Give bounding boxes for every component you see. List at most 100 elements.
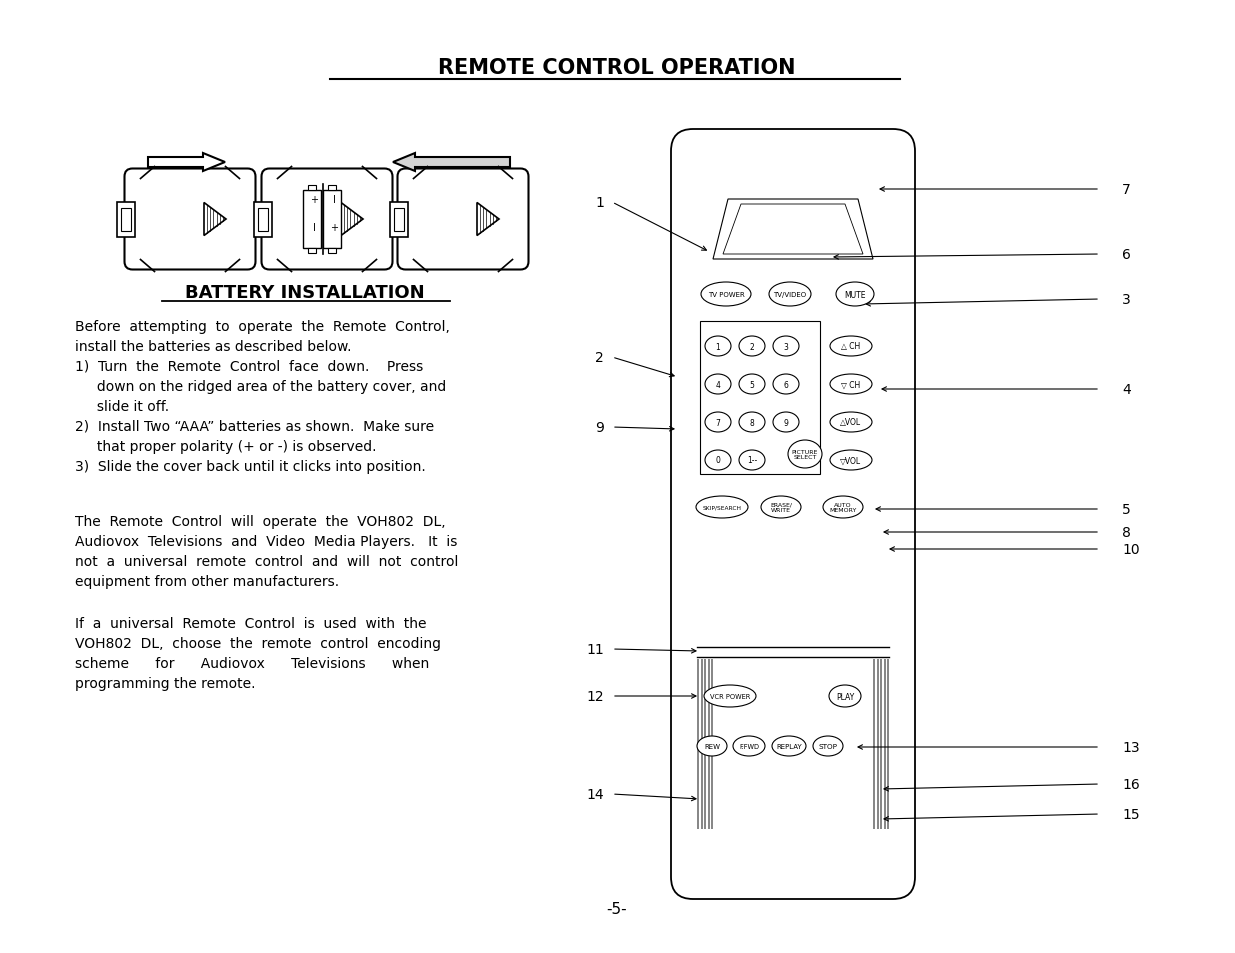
Ellipse shape: [829, 685, 861, 707]
Ellipse shape: [773, 375, 799, 395]
Polygon shape: [341, 203, 363, 236]
Text: 2: 2: [750, 342, 755, 351]
Bar: [116, 202, 135, 237]
Text: PICTURE
SELECT: PICTURE SELECT: [792, 449, 818, 460]
Text: +: +: [330, 223, 338, 233]
Text: BATTERY INSTALLATION: BATTERY INSTALLATION: [185, 284, 425, 302]
Text: 2: 2: [595, 351, 604, 365]
Bar: [324, 191, 341, 249]
Bar: [700, 322, 820, 475]
Ellipse shape: [739, 451, 764, 471]
Text: 1: 1: [595, 195, 604, 210]
Text: 9: 9: [595, 420, 604, 435]
Text: SKIP/SEARCH: SKIP/SEARCH: [703, 505, 741, 510]
Text: I: I: [332, 194, 336, 205]
Ellipse shape: [788, 440, 823, 469]
Text: 6: 6: [1123, 248, 1131, 262]
Text: 12: 12: [587, 689, 604, 703]
Ellipse shape: [705, 336, 731, 356]
Ellipse shape: [773, 336, 799, 356]
Ellipse shape: [830, 451, 872, 471]
Bar: [883, 659, 885, 829]
Text: +: +: [310, 194, 317, 205]
Text: scheme      for      Audiovox      Televisions      when: scheme for Audiovox Televisions when: [75, 657, 430, 670]
Text: 7: 7: [1123, 183, 1131, 196]
Ellipse shape: [813, 737, 844, 757]
Text: The  Remote  Control  will  operate  the  VOH802  DL,: The Remote Control will operate the VOH8…: [75, 515, 446, 529]
Text: -5-: -5-: [606, 902, 627, 917]
Text: 0: 0: [715, 456, 720, 465]
Text: down on the ridged area of the battery cover, and: down on the ridged area of the battery c…: [75, 379, 446, 394]
Text: ▽ CH: ▽ CH: [841, 380, 861, 389]
Text: VOH802  DL,  choose  the  remote  control  encoding: VOH802 DL, choose the remote control enc…: [75, 637, 441, 650]
Bar: [258, 209, 268, 232]
Text: 2)  Install Two “AAA” batteries as shown.  Make sure: 2) Install Two “AAA” batteries as shown.…: [75, 419, 435, 434]
Bar: [881, 659, 882, 829]
Text: TV POWER: TV POWER: [708, 292, 745, 297]
Ellipse shape: [701, 283, 751, 307]
Polygon shape: [148, 153, 225, 172]
Text: 1: 1: [715, 342, 720, 351]
Text: 4: 4: [715, 380, 720, 389]
Bar: [877, 659, 878, 829]
Text: 14: 14: [587, 787, 604, 801]
Text: slide it off.: slide it off.: [75, 399, 169, 414]
Text: Before  attempting  to  operate  the  Remote  Control,: Before attempting to operate the Remote …: [75, 319, 450, 334]
Polygon shape: [722, 205, 863, 254]
Text: 16: 16: [1123, 778, 1140, 791]
Text: REPLAY: REPLAY: [776, 743, 802, 749]
Text: REW: REW: [704, 743, 720, 749]
Text: 10: 10: [1123, 542, 1140, 557]
Text: 6: 6: [783, 380, 788, 389]
Text: programming the remote.: programming the remote.: [75, 677, 256, 690]
Text: 8: 8: [750, 418, 755, 427]
Bar: [711, 659, 713, 829]
Text: 3)  Slide the cover back until it clicks into position.: 3) Slide the cover back until it clicks …: [75, 459, 426, 474]
Text: PLAY: PLAY: [836, 692, 855, 700]
Text: 13: 13: [1123, 740, 1140, 754]
Ellipse shape: [830, 336, 872, 356]
Text: Audiovox  Televisions  and  Video  Media Players.   It  is: Audiovox Televisions and Video Media Pla…: [75, 535, 457, 548]
Ellipse shape: [697, 737, 727, 757]
FancyBboxPatch shape: [398, 170, 529, 271]
FancyBboxPatch shape: [125, 170, 256, 271]
Ellipse shape: [769, 283, 811, 307]
Bar: [329, 186, 336, 191]
Text: ▽VOL: ▽VOL: [841, 456, 862, 465]
Text: 1)  Turn  the  Remote  Control  face  down.    Press: 1) Turn the Remote Control face down. Pr…: [75, 359, 424, 374]
Text: I: I: [312, 223, 315, 233]
Ellipse shape: [705, 451, 731, 471]
Text: If  a  universal  Remote  Control  is  used  with  the: If a universal Remote Control is used wi…: [75, 617, 426, 630]
Ellipse shape: [773, 413, 799, 433]
Text: 7: 7: [715, 418, 720, 427]
Bar: [308, 186, 316, 191]
Text: VCR POWER: VCR POWER: [710, 693, 750, 700]
Ellipse shape: [830, 413, 872, 433]
Polygon shape: [713, 200, 873, 260]
Polygon shape: [393, 153, 510, 172]
Bar: [389, 202, 408, 237]
Text: 4: 4: [1123, 382, 1131, 396]
Bar: [303, 191, 321, 249]
Text: TV/VIDEO: TV/VIDEO: [773, 292, 806, 297]
Bar: [887, 659, 889, 829]
Ellipse shape: [739, 413, 764, 433]
Text: 9: 9: [783, 418, 788, 427]
Text: install the batteries as described below.: install the batteries as described below…: [75, 339, 352, 354]
Bar: [121, 209, 131, 232]
Ellipse shape: [739, 336, 764, 356]
Text: that proper polarity (+ or -) is observed.: that proper polarity (+ or -) is observe…: [75, 439, 377, 454]
Bar: [394, 209, 404, 232]
Text: 3: 3: [1123, 293, 1131, 307]
Ellipse shape: [761, 497, 802, 518]
Ellipse shape: [705, 375, 731, 395]
Ellipse shape: [772, 737, 806, 757]
Text: not  a  universal  remote  control  and  will  not  control: not a universal remote control and will …: [75, 555, 458, 568]
Text: AUTO
MEMORY: AUTO MEMORY: [830, 502, 857, 513]
Text: 8: 8: [1123, 525, 1131, 539]
Text: REMOTE CONTROL OPERATION: REMOTE CONTROL OPERATION: [438, 58, 795, 78]
Text: STOP: STOP: [819, 743, 837, 749]
FancyBboxPatch shape: [262, 170, 393, 271]
Ellipse shape: [836, 283, 874, 307]
Bar: [308, 249, 316, 253]
